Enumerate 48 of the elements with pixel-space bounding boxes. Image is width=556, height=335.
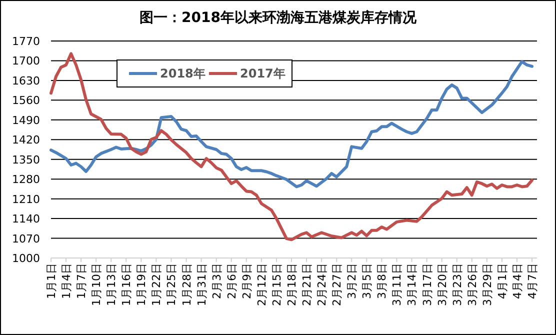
x-tick-label: 3月23日 xyxy=(450,263,464,306)
y-tick-label: 1630 xyxy=(12,74,40,88)
x-tick-label: 1月22日 xyxy=(150,263,164,306)
y-tick-label: 1210 xyxy=(12,192,40,206)
y-tick-label: 1350 xyxy=(12,153,40,166)
chart-title: 图一：2018年以来环渤海五港煤炭库存情况 xyxy=(140,9,418,26)
x-tick-label: 4月7日 xyxy=(526,263,539,299)
y-tick-label: 1700 xyxy=(12,54,40,68)
y-tick-label: 1420 xyxy=(12,134,40,147)
x-tick-label: 4月1日 xyxy=(496,263,509,299)
x-tick-label: 4月4日 xyxy=(510,263,524,299)
x-tick-label: 1月25日 xyxy=(165,263,178,306)
x-tick-label: 2月27日 xyxy=(330,263,344,306)
y-tick-label: 1000 xyxy=(12,252,40,265)
y-tick-label: 1490 xyxy=(12,114,40,127)
x-tick-label: 2月9日 xyxy=(240,263,254,299)
x-tick-label: 1月31日 xyxy=(195,263,208,306)
x-tick-label: 1月7日 xyxy=(75,263,88,299)
x-tick-label: 2月6日 xyxy=(225,263,238,299)
x-tick-label: 1月13日 xyxy=(105,263,118,306)
legend-label: 2018年 xyxy=(160,66,206,80)
x-tick-label: 1月19日 xyxy=(135,263,148,306)
x-tick-label: 1月16日 xyxy=(120,263,134,306)
y-tick-label: 1770 xyxy=(12,35,40,48)
x-tick-label: 1月28日 xyxy=(180,263,194,306)
y-tick-label: 1140 xyxy=(12,212,40,226)
x-tick-label: 3月2日 xyxy=(346,263,359,299)
x-tick-label: 3月11日 xyxy=(390,263,404,306)
x-tick-label: 2月3日 xyxy=(210,263,224,299)
x-tick-label: 3月29日 xyxy=(480,263,494,306)
y-tick-label: 1560 xyxy=(12,94,40,108)
y-tick-label: 1280 xyxy=(12,173,40,186)
x-tick-label: 2月12日 xyxy=(255,263,268,306)
x-tick-label: 1月4日 xyxy=(60,263,74,299)
x-tick-label: 1月10日 xyxy=(90,263,104,306)
x-tick-label: 3月5日 xyxy=(360,263,374,299)
y-tick-label: 1070 xyxy=(12,232,40,246)
x-tick-label: 3月14日 xyxy=(406,263,419,306)
x-tick-label: 1月1日 xyxy=(45,263,58,299)
x-tick-label: 2月15日 xyxy=(270,263,284,306)
x-tick-label: 3月17日 xyxy=(420,263,434,306)
x-tick-label: 3月26日 xyxy=(466,263,479,306)
legend-label: 2017年 xyxy=(240,66,286,80)
x-tick-label: 3月20日 xyxy=(436,263,449,306)
x-tick-label: 2月24日 xyxy=(316,263,329,306)
x-tick-label: 3月8日 xyxy=(376,263,389,299)
x-tick-label: 2月18日 xyxy=(285,263,298,306)
x-tick-label: 2月21日 xyxy=(300,263,314,306)
